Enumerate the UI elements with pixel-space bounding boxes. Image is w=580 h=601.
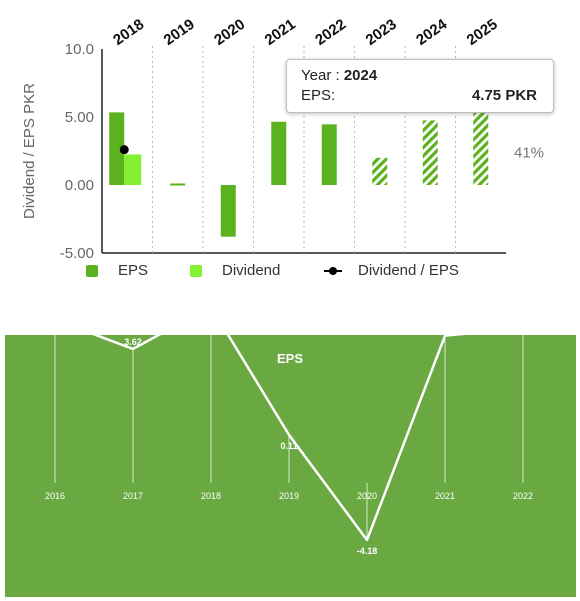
y-tick-label: -5.00: [60, 245, 94, 262]
legend-swatch-dividend: [190, 264, 202, 277]
tooltip-year-row: Year : 2024: [301, 67, 537, 84]
x-tick-label: 2021: [262, 16, 299, 49]
chart-legend: EPS Dividend Dividend / EPS: [0, 262, 580, 286]
x-tick-label: 2022: [513, 491, 533, 501]
tooltip-metric-row: EPS: 4.75 PKR: [301, 87, 537, 104]
chart-background: [5, 335, 576, 597]
eps-bar: [220, 185, 236, 237]
y-axis-label: Dividend / EPS PKR: [21, 83, 38, 219]
data-label: 3.62: [124, 337, 142, 347]
x-tick-label: 2017: [123, 491, 143, 501]
tooltip-year-value: 2024: [343, 67, 378, 84]
legend-label-dividend-eps: Dividend / EPS: [358, 262, 459, 279]
data-label: -4.18: [357, 546, 378, 556]
eps-bar: [422, 120, 438, 185]
x-tick-label: 2016: [45, 491, 65, 501]
tooltip-metric-value: 4.75 PKR: [471, 87, 537, 104]
legend-label-dividend: Dividend: [222, 262, 281, 279]
eps-bar: [109, 112, 125, 185]
x-tick-label: 2023: [363, 16, 400, 49]
legend-item-dividend[interactable]: Dividend: [190, 262, 280, 279]
tooltip-year-label: Year :: [301, 67, 340, 84]
legend-label-eps: EPS: [118, 262, 149, 279]
x-tick-label: 2018: [110, 16, 147, 49]
x-tick-label: 2021: [435, 491, 455, 501]
tooltip-year: Year : 2024: [301, 67, 377, 84]
legend-item-dividend-eps[interactable]: Dividend / EPS: [324, 262, 459, 279]
x-tick-label: 2019: [161, 16, 198, 49]
y-tick-label: 10.0: [65, 41, 94, 58]
y-tick-label: 5.00: [65, 109, 94, 126]
x-tick-label: 2024: [413, 15, 451, 48]
x-tick-label: 2019: [279, 491, 299, 501]
x-tick-label: 2020: [357, 491, 377, 501]
eps-line: [92, 335, 466, 542]
legend-item-eps[interactable]: EPS: [86, 262, 148, 279]
eps-bar: [271, 121, 287, 185]
legend-marker-dividend-eps: [324, 266, 342, 275]
legend-swatch-eps: [86, 264, 98, 277]
x-tick-label: 2020: [211, 16, 248, 49]
x-tick-label: 2018: [201, 491, 221, 501]
eps-bar: [170, 183, 186, 186]
dividend-eps-point: [119, 145, 129, 155]
eps-line-chart: EPS20162017201820192020202120224.813.625…: [5, 335, 576, 597]
x-tick-label: 2025: [464, 16, 501, 49]
eps-bar: [321, 124, 337, 185]
eps-dividend-bar-chart: 10.0 5.00 0.00 -5.00 Dividend / EPS PKR 2018 2…: [21, 15, 544, 262]
dividend-bar: [124, 154, 142, 185]
eps-bar: [473, 112, 489, 185]
chart-title: EPS: [277, 351, 303, 366]
data-label: 0.11: [280, 441, 297, 451]
eps-bar: [372, 157, 388, 185]
chart-tooltip: Year : 2024 EPS: 4.75 PKR: [286, 59, 554, 113]
side-percentage-label: 41%: [514, 144, 544, 161]
tooltip-metric-label: EPS:: [301, 87, 336, 104]
y-tick-label: 0.00: [65, 177, 94, 194]
x-tick-label: 2022: [312, 16, 349, 49]
